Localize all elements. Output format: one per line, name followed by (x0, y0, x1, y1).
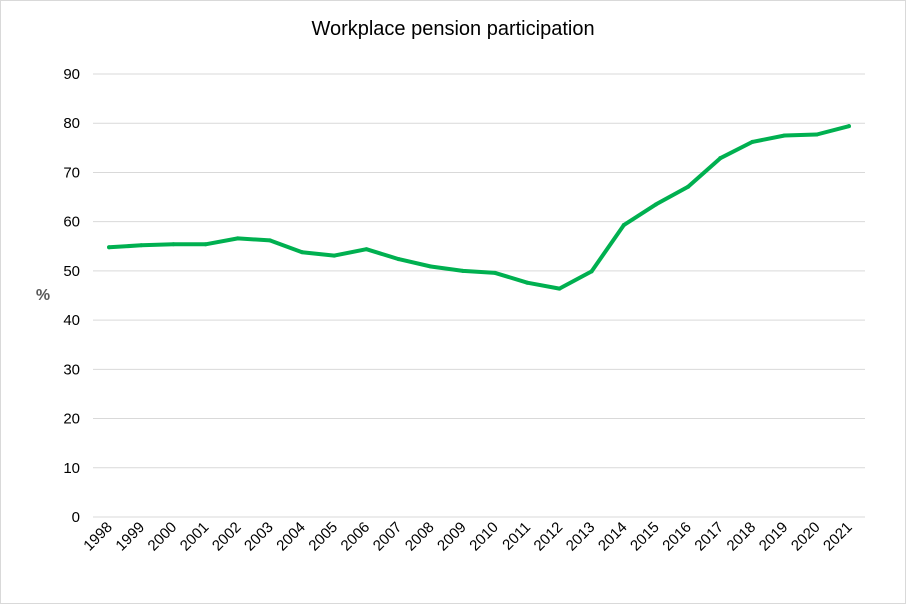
series-line (107, 124, 851, 291)
data-point (235, 236, 240, 241)
y-tick-label: 60 (63, 214, 80, 231)
data-point (814, 132, 819, 137)
data-point (139, 243, 144, 248)
x-tick-label: 2015 (627, 519, 663, 555)
data-point (621, 223, 626, 228)
y-tick-label: 40 (63, 312, 80, 329)
data-point (557, 286, 562, 291)
data-point (718, 156, 723, 161)
y-tick-label: 70 (63, 164, 80, 181)
y-tick-label: 50 (63, 263, 80, 280)
y-axis-label: % (36, 287, 50, 304)
data-point (782, 133, 787, 138)
x-tick-label: 1999 (112, 519, 148, 555)
y-tick-label: 90 (63, 66, 80, 83)
data-point (332, 253, 337, 258)
x-tick-label: 2019 (756, 519, 792, 555)
y-tick-label: 0 (72, 509, 80, 526)
x-tick-label: 2012 (531, 519, 567, 555)
data-point (846, 124, 851, 129)
data-point (203, 242, 208, 247)
x-tick-labels: 1998199920002001200220032004200520062007… (80, 519, 855, 555)
data-point (107, 245, 112, 250)
data-point (460, 268, 465, 273)
data-point (300, 250, 305, 255)
x-tick-label: 2021 (820, 519, 856, 555)
x-tick-label: 2004 (273, 519, 309, 555)
y-tick-label: 20 (63, 411, 80, 428)
x-tick-label: 2020 (788, 519, 824, 555)
x-tick-label: 2007 (370, 519, 406, 555)
data-point (750, 139, 755, 144)
data-point (396, 257, 401, 262)
data-point (686, 184, 691, 189)
y-tick-label: 30 (63, 361, 80, 378)
data-point (525, 280, 530, 285)
x-tick-label: 2002 (209, 519, 245, 555)
y-tick-labels: 0 10 20 30 40 50 60 70 80 90 (63, 66, 80, 526)
data-point (653, 202, 658, 207)
data-point (364, 247, 369, 252)
chart-title: Workplace pension participation (311, 18, 595, 40)
data-point (267, 238, 272, 243)
x-tick-label: 2009 (434, 519, 470, 555)
x-tick-label: 2000 (145, 519, 181, 555)
x-tick-label: 2005 (305, 519, 341, 555)
x-tick-label: 2010 (466, 519, 502, 555)
x-tick-label: 2013 (563, 519, 599, 555)
x-tick-label: 2017 (691, 519, 727, 555)
data-point (493, 270, 498, 275)
gridlines (93, 73, 865, 518)
x-tick-label: 2014 (595, 519, 631, 555)
x-tick-label: 2016 (659, 519, 695, 555)
x-tick-label: 1998 (80, 519, 116, 555)
data-point (428, 264, 433, 269)
x-tick-label: 2001 (177, 519, 213, 555)
y-tick-label: 10 (63, 460, 80, 477)
data-point (171, 242, 176, 247)
x-tick-label: 2008 (402, 519, 438, 555)
x-tick-label: 2006 (338, 519, 374, 555)
x-tick-label: 2018 (724, 519, 760, 555)
data-point (589, 269, 594, 274)
series-group (107, 124, 851, 291)
y-tick-label: 80 (63, 115, 80, 132)
x-tick-label: 2011 (499, 519, 534, 554)
x-tick-label: 2003 (241, 519, 277, 555)
